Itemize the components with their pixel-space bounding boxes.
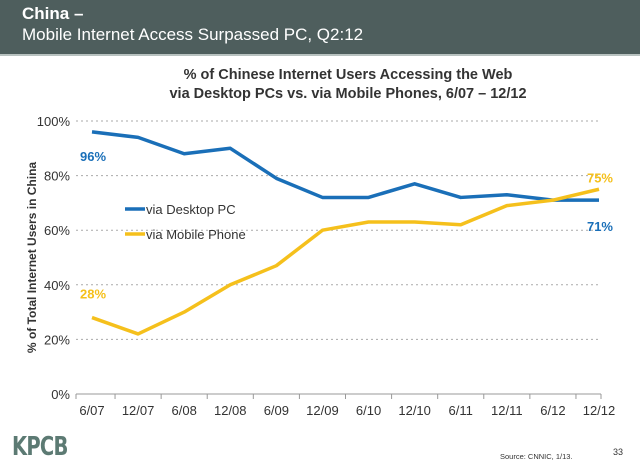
- x-tick-label: 12/09: [306, 403, 339, 418]
- x-tick-label: 12/11: [491, 403, 523, 418]
- end-value-label: 71%: [587, 219, 613, 234]
- chart-title: % of Chinese Internet Users Accessing th…: [28, 66, 640, 104]
- x-tick-label: 12/07: [122, 403, 155, 418]
- chart-title-line1: % of Chinese Internet Users Accessing th…: [183, 67, 513, 83]
- source-note: Source: CNNIC, 1/13.: [500, 452, 573, 461]
- series-line-desktop-pc: [91, 130, 599, 202]
- x-tick-label: 6/08: [172, 403, 197, 418]
- y-tick-label: 60%: [44, 223, 70, 238]
- y-tick-label: 80%: [44, 169, 70, 184]
- x-tick-label: 6/07: [79, 403, 104, 418]
- end-value-label: 75%: [587, 170, 613, 185]
- x-tick-label: 12/12: [583, 403, 616, 418]
- x-tick-label: 12/08: [214, 403, 247, 418]
- y-tick-label: 100%: [37, 114, 71, 129]
- y-tick-label: 40%: [44, 278, 70, 293]
- y-tick-label: 0%: [51, 387, 70, 402]
- slide-title: China –: [22, 4, 84, 23]
- page-number: 33: [613, 447, 624, 457]
- x-tick-label: 6/12: [540, 403, 565, 418]
- start-value-label: 96%: [80, 149, 106, 164]
- x-tick-label: 6/09: [264, 403, 289, 418]
- kpcb-logo: KPCB: [12, 432, 68, 462]
- y-tick-label: 20%: [44, 332, 70, 347]
- y-axis-label: % of Total Internet Users in China: [25, 162, 39, 353]
- slide-subtitle: Mobile Internet Access Surpassed PC, Q2:…: [22, 25, 364, 44]
- x-tick-label: 6/10: [356, 403, 381, 418]
- x-tick-label: 6/11: [449, 403, 473, 418]
- chart-title-line2: via Desktop PCs vs. via Mobile Phones, 6…: [169, 86, 527, 102]
- series-line-mobile-phone: [91, 187, 600, 336]
- slide-header: China – Mobile Internet Access Surpassed…: [0, 0, 640, 56]
- legend-label: via Mobile Phone: [146, 227, 246, 242]
- start-value-label: 28%: [80, 287, 106, 302]
- legend-label: via Desktop PC: [146, 202, 236, 217]
- x-tick-label: 12/10: [398, 403, 431, 418]
